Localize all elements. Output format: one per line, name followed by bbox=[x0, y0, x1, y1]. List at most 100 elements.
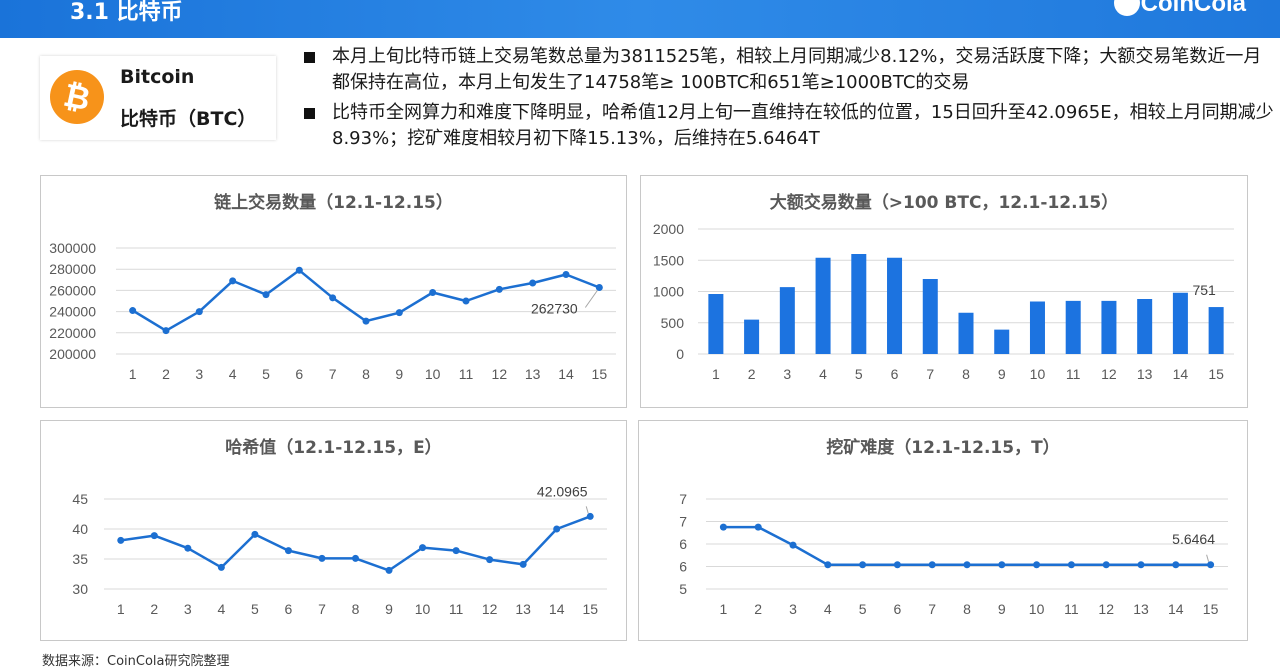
data-point bbox=[150, 532, 158, 540]
x-tick-label: 13 bbox=[1137, 366, 1153, 382]
x-tick-label: 8 bbox=[962, 366, 970, 382]
y-tick-label: 6 bbox=[679, 536, 687, 552]
x-tick-label: 13 bbox=[515, 601, 531, 617]
x-tick-label: 9 bbox=[395, 366, 403, 382]
x-tick-label: 14 bbox=[558, 366, 574, 382]
x-tick-label: 8 bbox=[362, 366, 370, 382]
y-tick-label: 45 bbox=[72, 491, 88, 507]
x-tick-label: 12 bbox=[1098, 601, 1114, 617]
data-point bbox=[519, 560, 527, 568]
data-point bbox=[859, 561, 867, 569]
data-point bbox=[362, 317, 370, 325]
x-tick-label: 15 bbox=[1208, 366, 1224, 382]
x-tick-label: 5 bbox=[262, 366, 270, 382]
data-point bbox=[1067, 561, 1075, 569]
data-point bbox=[329, 294, 337, 302]
x-tick-label: 2 bbox=[748, 366, 756, 382]
bullet-item: 比特币全网算力和难度下降明显，哈希值12月上旬一直维持在较低的位置，15日回升至… bbox=[300, 100, 1275, 152]
bar-chart-large-tx: 大额交易数量（>100 BTC，12.1-12.15）2000150010005… bbox=[653, 192, 1234, 382]
data-point bbox=[486, 556, 494, 564]
x-tick-label: 4 bbox=[824, 601, 832, 617]
coin-name-en: Bitcoin bbox=[120, 66, 195, 88]
data-point bbox=[262, 291, 270, 299]
data-point bbox=[1207, 561, 1215, 569]
x-tick-label: 9 bbox=[998, 601, 1006, 617]
x-tick-label: 5 bbox=[855, 366, 863, 382]
bar bbox=[1065, 300, 1081, 354]
series-line bbox=[723, 525, 1211, 567]
y-tick-label: 1000 bbox=[653, 284, 684, 300]
x-tick-label: 2 bbox=[150, 601, 158, 617]
x-tick-label: 2 bbox=[754, 601, 762, 617]
bar bbox=[922, 279, 938, 354]
x-tick-label: 11 bbox=[1064, 601, 1079, 617]
bar bbox=[958, 312, 974, 354]
data-point bbox=[998, 561, 1006, 569]
x-tick-label: 1 bbox=[129, 366, 137, 382]
data-point bbox=[928, 561, 936, 569]
chart-title: 挖矿难度（12.1-12.15，T） bbox=[826, 437, 1059, 458]
data-point bbox=[251, 530, 259, 538]
y-tick-label: 35 bbox=[72, 551, 88, 567]
y-tick-label: 200000 bbox=[49, 346, 96, 362]
summary-bullets: 本月上旬比特币链上交易笔数总量为3811525笔，相较上月同期减少8.12%，交… bbox=[300, 44, 1275, 156]
bullet-square-icon bbox=[304, 52, 315, 63]
bullet-text: 比特币全网算力和难度下降明显，哈希值12月上旬一直维持在较低的位置，15日回升至… bbox=[332, 102, 1274, 149]
data-point bbox=[452, 547, 460, 555]
x-tick-label: 6 bbox=[894, 601, 902, 617]
data-point bbox=[824, 561, 832, 569]
data-point bbox=[162, 327, 170, 335]
brand-name: CoinCola bbox=[1140, 0, 1246, 17]
bar bbox=[708, 294, 724, 354]
x-tick-label: 7 bbox=[928, 601, 936, 617]
bar bbox=[851, 254, 867, 354]
x-tick-label: 14 bbox=[1173, 366, 1189, 382]
x-tick-label: 9 bbox=[998, 366, 1006, 382]
bar bbox=[1029, 301, 1045, 354]
data-point bbox=[963, 561, 971, 569]
bullet-text: 本月上旬比特币链上交易笔数总量为3811525笔，相较上月同期减少8.12%，交… bbox=[332, 46, 1262, 93]
y-tick-label: 1500 bbox=[653, 252, 684, 268]
x-tick-label: 13 bbox=[1133, 601, 1149, 617]
bar bbox=[1137, 299, 1153, 354]
x-tick-label: 6 bbox=[295, 366, 303, 382]
chart-title: 大额交易数量（>100 BTC，12.1-12.15） bbox=[770, 192, 1118, 213]
x-tick-label: 10 bbox=[1029, 601, 1045, 617]
data-point bbox=[754, 523, 762, 531]
data-label: 262730 bbox=[531, 301, 578, 317]
x-tick-label: 12 bbox=[482, 601, 498, 617]
chart-panel-tx-count: 链上交易数量（12.1-12.15） 300000 280000 260000 2400… bbox=[40, 175, 627, 408]
data-point bbox=[429, 289, 437, 297]
y-tick-label: 240000 bbox=[49, 304, 96, 320]
x-tick-label: 7 bbox=[318, 601, 326, 617]
series-line bbox=[120, 515, 591, 572]
data-label: 751 bbox=[1192, 282, 1216, 298]
x-tick-label: 15 bbox=[582, 601, 598, 617]
label-leader-line bbox=[585, 506, 589, 514]
chart-title: 哈希值（12.1-12.15，E） bbox=[225, 437, 441, 458]
x-tick-label: 4 bbox=[819, 366, 827, 382]
x-tick-label: 5 bbox=[251, 601, 259, 617]
data-point bbox=[184, 544, 192, 552]
y-tick-label: 300000 bbox=[49, 240, 96, 256]
chart-panel-difficulty: 挖矿难度（12.1-12.15，T） 7 7 6 6 5 1 2 3 4 5 6 7 8 9 10 11 12 13… bbox=[638, 420, 1248, 641]
x-tick-label: 10 bbox=[1030, 366, 1046, 382]
data-point bbox=[395, 309, 403, 317]
data-point bbox=[117, 536, 125, 544]
data-point bbox=[1102, 561, 1110, 569]
x-tick-label: 7 bbox=[329, 366, 337, 382]
x-tick-label: 10 bbox=[415, 601, 431, 617]
x-tick-label: 12 bbox=[1101, 366, 1117, 382]
chart-panel-large-tx: 大额交易数量（>100 BTC，12.1-12.15） 2000 1500 1000 5… bbox=[640, 175, 1248, 408]
x-tick-label: 1 bbox=[117, 601, 125, 617]
x-tick-label: 15 bbox=[1203, 601, 1219, 617]
bullet-square-icon bbox=[304, 108, 315, 119]
bar bbox=[779, 287, 795, 354]
y-tick-label: 500 bbox=[661, 315, 685, 331]
data-point bbox=[129, 307, 137, 315]
y-tick-label: 5 bbox=[679, 581, 687, 597]
x-tick-label: 1 bbox=[720, 601, 728, 617]
data-point bbox=[352, 554, 359, 562]
